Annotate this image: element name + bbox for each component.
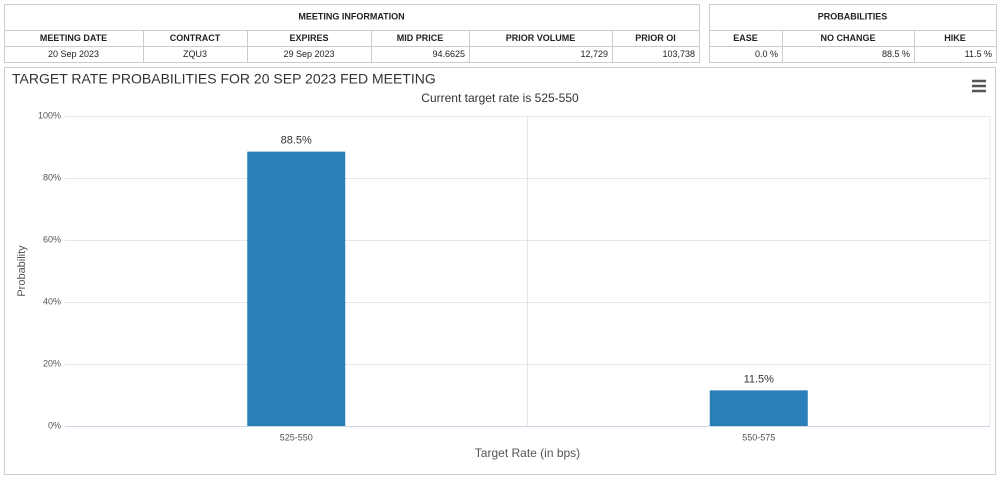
- table-header: NO CHANGE: [820, 33, 875, 43]
- table-header: PRIOR OI: [635, 33, 676, 43]
- chart-title: TARGET RATE PROBABILITIES FOR 20 SEP 202…: [12, 71, 436, 87]
- y-tick-label: 100%: [38, 110, 61, 120]
- y-tick-label: 20%: [43, 358, 61, 368]
- table-cell: 88.5 %: [882, 49, 910, 59]
- y-tick-label: 0%: [48, 420, 61, 430]
- table-cell: 12,729: [580, 49, 608, 59]
- chart-panel: [4, 67, 996, 475]
- table-header: CONTRACT: [170, 33, 221, 43]
- table-title: MEETING INFORMATION: [298, 11, 404, 21]
- data-label: 11.5%: [744, 373, 775, 385]
- x-tick-label: 550-575: [742, 432, 775, 442]
- bar: [709, 390, 808, 426]
- table-cell: 94.6625: [432, 49, 465, 59]
- y-axis-label: Probability: [16, 245, 28, 297]
- table-header: EASE: [733, 33, 758, 43]
- y-tick-label: 80%: [43, 172, 61, 182]
- table-cell: ZQU3: [183, 49, 207, 59]
- table-header: HIKE: [944, 33, 966, 43]
- y-tick-label: 60%: [43, 234, 61, 244]
- bar: [247, 151, 346, 426]
- table-frame: [709, 4, 997, 63]
- table-header: MEETING DATE: [40, 33, 107, 43]
- table-cell: 0.0 %: [755, 49, 778, 59]
- y-tick-label: 40%: [43, 296, 61, 306]
- table-header: EXPIRES: [289, 33, 328, 43]
- table-cell: 20 Sep 2023: [48, 49, 99, 59]
- table-cell: 11.5 %: [965, 49, 992, 59]
- x-tick-label: 525-550: [280, 432, 313, 442]
- x-axis-label: Target Rate (in bps): [475, 446, 580, 460]
- table-title: PROBABILITIES: [818, 11, 888, 21]
- menu-icon[interactable]: [972, 79, 986, 93]
- table-frame: [4, 4, 700, 63]
- table-header: MID PRICE: [397, 33, 444, 43]
- table-cell: 103,738: [662, 49, 695, 59]
- data-label: 88.5%: [281, 135, 312, 147]
- chart-subtitle: Current target rate is 525-550: [421, 91, 579, 105]
- table-cell: 29 Sep 2023: [283, 49, 334, 59]
- table-header: PRIOR VOLUME: [506, 33, 576, 43]
